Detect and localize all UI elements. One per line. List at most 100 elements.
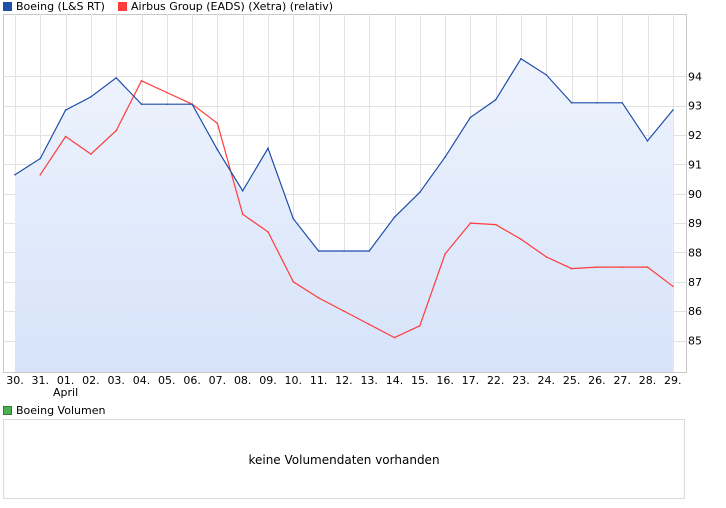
x-tick-label: 03. xyxy=(107,374,125,387)
x-tick-label: 15. xyxy=(411,374,429,387)
airbus-line-point xyxy=(570,267,573,270)
boeing-line-point xyxy=(570,102,573,104)
boeing-line-point xyxy=(646,140,649,142)
volume-panel: keine Volumendaten vorhanden xyxy=(3,419,685,499)
x-tick-label: 09. xyxy=(259,374,277,387)
legend-swatch-volume xyxy=(3,406,12,415)
airbus-line xyxy=(39,80,674,339)
x-tick-label: 16. xyxy=(436,374,454,387)
x-tick-label: 30. xyxy=(6,374,24,387)
airbus-line-point xyxy=(115,129,117,132)
legend-swatch-boeing xyxy=(3,2,12,11)
x-month-label: April xyxy=(53,386,78,399)
boeing-line-point xyxy=(39,157,42,160)
boeing-line-point xyxy=(343,250,345,252)
legend-airbus: Airbus Group (EADS) (Xetra) (relativ) xyxy=(118,0,333,14)
airbus-line-point xyxy=(494,223,497,226)
boeing-line-point xyxy=(368,250,371,252)
boeing-line-point xyxy=(520,57,522,60)
airbus-line-point xyxy=(317,297,320,299)
boeing-line-point xyxy=(267,147,269,150)
boeing-line-point xyxy=(621,102,623,104)
airbus-line-point xyxy=(520,238,522,240)
y-tick-label: 87 xyxy=(688,276,702,289)
x-tick-label: 24. xyxy=(538,374,556,387)
x-tick-label: 06. xyxy=(183,374,201,387)
legend-label-boeing: Boeing (L&S RT) xyxy=(16,0,105,13)
y-tick-label: 85 xyxy=(688,335,702,348)
x-tick-label: 14. xyxy=(386,374,404,387)
y-tick-label: 86 xyxy=(688,305,702,318)
legend-volume: Boeing Volumen xyxy=(3,404,105,418)
boeing-area-fill xyxy=(15,58,673,372)
x-tick-label: 12. xyxy=(335,374,353,387)
y-tick-label: 93 xyxy=(688,100,702,113)
x-tick-label: 08. xyxy=(234,374,252,387)
x-tick-label: 02. xyxy=(82,374,100,387)
boeing-line-point xyxy=(14,173,16,176)
boeing-line-point xyxy=(393,216,396,218)
x-tick-label: 10. xyxy=(285,374,303,387)
y-tick-label: 92 xyxy=(688,129,702,142)
airbus-line-point xyxy=(646,266,649,268)
airbus-line-point xyxy=(140,80,143,82)
airbus-line-point xyxy=(166,91,168,94)
boeing-line-point xyxy=(469,116,472,119)
x-tick-label: 04. xyxy=(133,374,151,387)
legend-label-volume: Boeing Volumen xyxy=(16,404,106,417)
y-tick-label: 88 xyxy=(688,246,702,259)
airbus-line-point xyxy=(241,213,244,216)
airbus-line-point xyxy=(444,253,446,255)
y-tick-label: 94 xyxy=(688,70,702,83)
x-tick-label: 05. xyxy=(158,374,176,387)
boeing-line-point xyxy=(166,103,168,105)
airbus-line-point xyxy=(64,135,67,138)
legend-swatch-airbus xyxy=(118,2,127,11)
airbus-line-point xyxy=(419,325,421,327)
boeing-line-point xyxy=(494,99,497,101)
series-lines xyxy=(14,57,674,339)
airbus-line-point xyxy=(469,222,472,224)
boeing-line-point xyxy=(115,77,117,79)
x-tick-label: 17. xyxy=(462,374,480,387)
boeing-line-point xyxy=(90,96,92,98)
boeing-line-point xyxy=(419,191,421,194)
boeing-line-point xyxy=(191,103,193,105)
volume-empty-message: keine Volumendaten vorhanden xyxy=(248,453,440,467)
airbus-line-point xyxy=(267,231,269,233)
boeing-line-point xyxy=(216,148,219,151)
series-area xyxy=(15,58,673,372)
airbus-line-point xyxy=(216,122,219,125)
boeing-line-point xyxy=(317,250,320,252)
boeing-line-point xyxy=(672,109,674,111)
x-tick-label: 31. xyxy=(32,374,50,387)
x-tick-label: 07. xyxy=(209,374,227,387)
airbus-line-point xyxy=(39,173,42,176)
airbus-line-point xyxy=(596,266,598,268)
x-tick-label: 13. xyxy=(360,374,378,387)
x-tick-label: 27. xyxy=(613,374,631,387)
x-tick-label: 23. xyxy=(512,374,530,387)
x-tick-label: 29. xyxy=(664,374,682,387)
airbus-line-point xyxy=(672,285,674,288)
y-tick-label: 91 xyxy=(688,158,702,171)
airbus-line-point xyxy=(292,281,295,283)
boeing-line-point xyxy=(444,156,446,158)
x-axis-ticks: 30. 31. 01. 02. 03. 04. 05. 06. 07. 08. 09. 10. 11. 1… xyxy=(6,374,681,399)
airbus-line-point xyxy=(621,266,623,268)
x-tick-label: 25. xyxy=(563,374,581,387)
legend-label-airbus: Airbus Group (EADS) (Xetra) (relativ) xyxy=(131,0,334,13)
x-tick-label: 11. xyxy=(310,374,328,387)
y-tick-label: 89 xyxy=(688,217,702,230)
x-tick-label: 28. xyxy=(639,374,657,387)
airbus-line-point xyxy=(545,256,548,258)
airbus-line-point xyxy=(343,310,345,312)
boeing-line-point xyxy=(596,102,598,104)
airbus-line-point xyxy=(368,323,371,326)
boeing-line-point xyxy=(292,217,295,220)
y-axis-ticks: 85 86 87 88 89 90 91 92 93 94 xyxy=(688,70,702,347)
airbus-line-point xyxy=(393,336,396,339)
x-tick-label: 01. xyxy=(57,374,75,387)
x-tick-label: 22. xyxy=(487,374,505,387)
boeing-line-point xyxy=(64,109,67,111)
